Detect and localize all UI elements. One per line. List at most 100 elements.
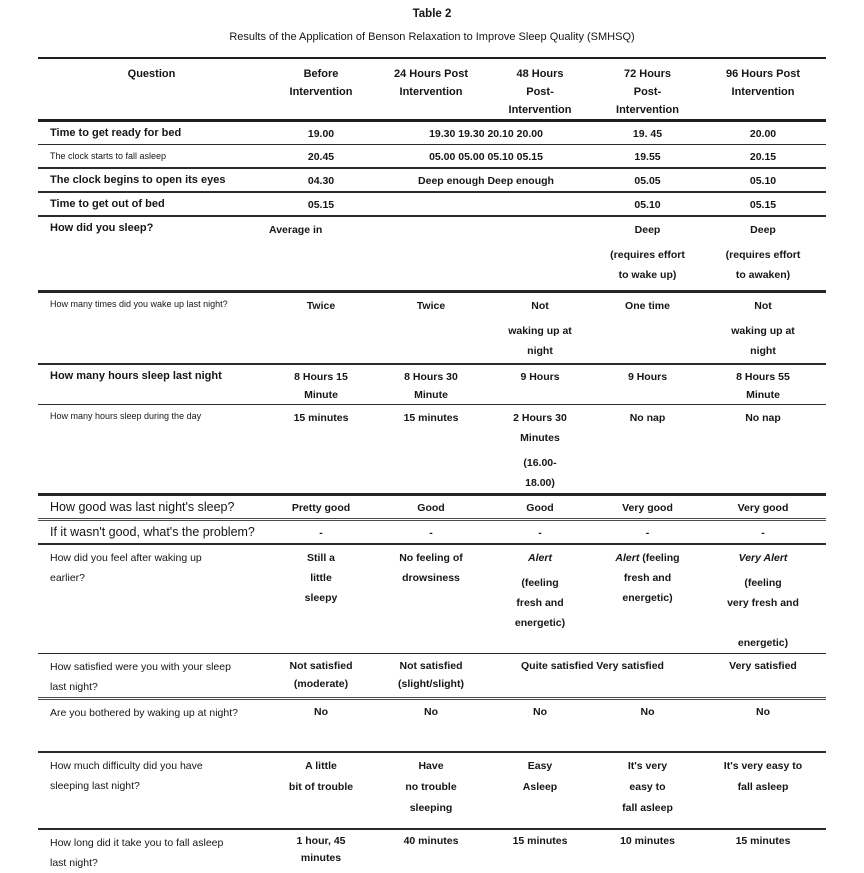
value-cell: Deep (requires effort to awaken) (700, 216, 826, 291)
value-cell: 20.15 (749, 151, 777, 163)
value-cell: 40 minutes (403, 834, 459, 847)
question-cell: If it wasn't good, what's the problem? (50, 525, 255, 539)
value-cell: Twice (306, 299, 336, 312)
value-cell: No (533, 706, 547, 718)
value-cell: - (319, 527, 323, 539)
value-cell: Average in (269, 224, 323, 236)
value-cell: 05.05 (634, 175, 661, 187)
value-cell: 05.10 (749, 175, 777, 187)
cell-text: Deep (634, 224, 661, 236)
value-cell: 15 minutes (512, 834, 568, 847)
value-cell: No (640, 706, 655, 718)
cell-text: (requires effort to awaken) (725, 249, 801, 281)
table-row: How did you feel after waking up earlier… (38, 544, 826, 654)
value-cell: No nap (629, 412, 666, 424)
table-row: If it wasn't good, what's the problem? -… (38, 520, 826, 544)
col-header-before: Before Intervention (289, 68, 353, 98)
value-cell: No (314, 706, 328, 718)
value-cell-merged: 19.30 19.30 20.10 20.00 (429, 128, 543, 140)
value-cell: 15 minutes (403, 412, 459, 424)
value-cell: One time (625, 299, 670, 312)
question-cell: How much difficulty did you have sleepin… (50, 759, 203, 792)
value-cell: 05.10 (634, 199, 661, 211)
table-row: How good was last night's sleep? Pretty … (38, 495, 826, 520)
table-row: Time to get ready for bed 19.00 19.30 19… (38, 121, 826, 145)
value-cell-merged: Quite satisfied Very satisfied (521, 660, 664, 672)
value-cell: 20.00 (749, 128, 777, 140)
value-cell: Have no trouble sleeping (405, 759, 457, 814)
value-cell: 8 Hours 55 Minute (736, 371, 790, 401)
value-cell: Pretty good (291, 502, 351, 514)
col-header-72h: 72 Hours Post- Intervention (616, 68, 679, 116)
value-cell: Twice (416, 299, 446, 312)
question-cell: Time to get out of bed (50, 198, 165, 210)
value-cell: 20.45 (307, 151, 335, 163)
question-cell: How satisfied were you with your sleep l… (50, 661, 231, 693)
cell-text: (feeling very fresh and energetic) (727, 577, 799, 649)
col-header-question: Question (127, 68, 176, 80)
value-cell: Very good (622, 502, 673, 514)
value-cell: - (429, 527, 433, 539)
cell-text: (requires effort to wake up) (610, 249, 685, 281)
value-cell: Very good (737, 502, 789, 514)
value-cell: 8 Hours 30 Minute (404, 371, 458, 401)
value-cell-merged: 05.00 05.00 05.10 05.15 (429, 151, 543, 163)
value-cell: Not satisfied (slight/slight) (398, 660, 464, 690)
value-cell: 04.30 (307, 175, 335, 187)
value-cell: 05.15 (307, 199, 335, 211)
value-cell: Very satisfied (729, 660, 797, 672)
value-cell: 19.55 (634, 151, 661, 163)
value-cell: 1 hour, 45 minutes (296, 834, 346, 864)
question-cell: The clock begins to open its eyes (50, 174, 226, 186)
table-row: The clock begins to open its eyes 04.30 … (38, 168, 826, 192)
cell-text-italic: Very Alert (738, 552, 788, 564)
value-cell: Alert (feeling fresh and energetic) (595, 544, 700, 654)
table-title: Table 2 (412, 8, 452, 20)
table-row: How long did it take you to fall asleep … (38, 829, 826, 873)
question-cell: Time to get ready for bed (50, 127, 182, 139)
value-cell: - (538, 527, 542, 539)
header-row: Question Before Intervention 24 Hours Po… (38, 58, 826, 121)
value-cell: 19.00 (307, 128, 335, 140)
value-cell: Alert (feeling fresh and energetic) (485, 544, 595, 654)
cell-text: (feeling fresh and energetic) (622, 552, 680, 604)
value-cell: A little bit of trouble (288, 759, 354, 793)
question-cell: How many hours sleep during the day (50, 411, 202, 421)
value-cell: 15 minutes (293, 412, 349, 424)
value-cell (377, 216, 485, 291)
col-header-96h: 96 Hours Post Intervention (726, 68, 800, 98)
value-cell: It's very easy to fall asleep (723, 759, 803, 793)
value-cell: 8 Hours 15 Minute (294, 371, 348, 401)
value-cell-merged: Deep enough Deep enough (418, 175, 554, 187)
value-cell: Good (417, 502, 445, 514)
cell-text-italic: Alert (615, 552, 640, 564)
value-cell (485, 216, 595, 291)
value-cell: 9 Hours (627, 371, 668, 383)
value-cell: Very Alert (feeling very fresh and energe… (700, 544, 826, 654)
question-cell: The clock starts to fall asleep (50, 151, 167, 161)
table-row: How many hours sleep last night 8 Hours … (38, 364, 826, 405)
cell-text: waking up at night (731, 324, 795, 357)
cell-text-italic: Alert (528, 552, 552, 564)
value-cell: - (645, 527, 650, 539)
table-row: How satisfied were you with your sleep l… (38, 654, 826, 699)
table-row: Time to get out of bed 05.15 05.10 05.15 (38, 192, 826, 216)
value-cell: It's very easy to fall asleep (622, 759, 673, 814)
question-cell: How many hours sleep last night (50, 370, 222, 382)
value-cell: 19. 45 (632, 128, 663, 140)
value-cell: Not waking up at night (485, 291, 595, 364)
value-cell: No (756, 706, 770, 718)
cell-text: Deep (750, 224, 776, 236)
value-cell: 10 minutes (620, 834, 675, 847)
table-row: The clock starts to fall asleep 20.45 05… (38, 145, 826, 168)
value-cell: No (424, 706, 438, 718)
cell-text: Not (754, 299, 772, 312)
question-cell: How did you feel after waking up earlier… (50, 552, 202, 584)
question-cell: How many times did you wake up last nigh… (50, 298, 228, 309)
col-header-48h: 48 Hours Post- Intervention (508, 68, 572, 116)
table-row: How much difficulty did you have sleepin… (38, 752, 826, 829)
table-row: How many times did you wake up last nigh… (38, 291, 826, 364)
table-row: Are you bothered by waking up at night? … (38, 699, 826, 752)
value-cell: 2 Hours 30 Minutes (16.00- 18.00) (485, 405, 595, 495)
